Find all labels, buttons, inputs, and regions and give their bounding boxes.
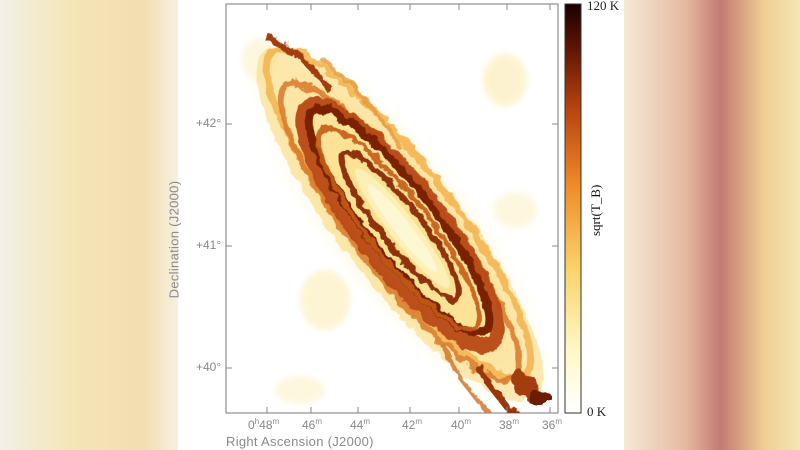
x-axis-label: Right Ascension (J2000): [226, 434, 374, 449]
x-tick-label: 36m: [542, 417, 563, 432]
y-tick-label: +42°: [196, 116, 222, 130]
y-tick-label: +40°: [196, 360, 222, 374]
x-tick-label: 0h48m: [248, 417, 280, 432]
x-tick-label: 46m: [302, 417, 323, 432]
x-tick-label: 44m: [350, 417, 371, 432]
x-tick-label: 42m: [402, 417, 423, 432]
galaxy-image: [242, 34, 557, 413]
right-blurred-margin: [624, 0, 800, 450]
colorbar-title: sqrt(T_B): [588, 184, 603, 236]
x-axis-ticks: [266, 4, 551, 413]
y-tick-label: +41°: [196, 238, 222, 252]
x-tick-label: 40m: [451, 417, 472, 432]
colorbar-max-label: 120 K: [587, 0, 620, 13]
y-axis-ticks: [226, 123, 558, 369]
y-axis-label: Declination (J2000): [166, 180, 182, 299]
colorbar: [564, 3, 582, 414]
colorbar-min-label: 0 K: [587, 404, 607, 419]
x-tick-label: 38m: [499, 417, 520, 432]
left-blurred-margin: [0, 0, 178, 450]
